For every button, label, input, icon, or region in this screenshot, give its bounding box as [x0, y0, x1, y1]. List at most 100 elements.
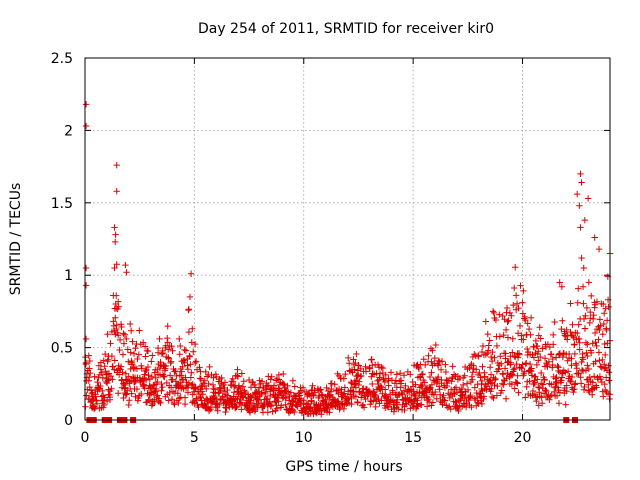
- data-point-905: [345, 360, 353, 367]
- data-point-1592: [555, 364, 562, 371]
- data-point-1434: [510, 301, 517, 309]
- data-point-1790: [186, 293, 194, 301]
- y-axis-label: SRMTID / TECUs: [8, 183, 24, 296]
- data-point-377: [190, 348, 197, 355]
- data-point-1640: [568, 373, 576, 381]
- data-point-1587: [553, 392, 561, 400]
- data-point-316: [172, 367, 179, 375]
- data-point-703: [284, 390, 292, 398]
- data-point-375: [189, 380, 196, 388]
- data-point-286: [162, 362, 170, 370]
- data-point-1569: [548, 391, 555, 399]
- data-point-536: [235, 382, 243, 389]
- data-point-1644: [570, 388, 577, 396]
- data-point-270: [158, 387, 165, 394]
- data-point-192: [136, 327, 143, 334]
- data-point-82: [105, 386, 112, 393]
- data-point-475: [218, 374, 225, 382]
- data-point-73: [103, 379, 111, 387]
- data-point-1273: [460, 381, 467, 389]
- data-point-1561: [545, 358, 553, 365]
- data-point-127: [117, 363, 125, 370]
- data-point-1499: [528, 365, 535, 372]
- data-point-1630: [565, 350, 573, 358]
- data-point-1520: [533, 361, 541, 369]
- data-point-572: [245, 376, 253, 384]
- data-point-607: [255, 393, 263, 400]
- data-point-200: [138, 390, 145, 398]
- axis-ticks: [84, 57, 610, 421]
- data-point-1764: [603, 317, 611, 324]
- data-point-1483: [524, 320, 531, 327]
- data-point-723: [291, 408, 298, 416]
- data-point-1523: [534, 342, 541, 350]
- data-point-1792: [578, 179, 585, 186]
- data-point-1163: [423, 403, 431, 410]
- data-point-132: [119, 369, 126, 376]
- data-point-485: [221, 379, 229, 386]
- data-point-370: [188, 369, 195, 376]
- data-point-957: [360, 404, 368, 411]
- data-point-1747: [599, 331, 606, 338]
- data-point-221: [144, 363, 152, 371]
- data-point-201: [138, 365, 145, 372]
- data-point-1399: [500, 331, 507, 339]
- data-point-1777: [82, 122, 90, 130]
- data-point-1134: [415, 365, 423, 373]
- data-point-1802: [580, 264, 587, 272]
- data-point-1438: [511, 365, 518, 372]
- data-point-1054: [391, 380, 399, 387]
- data-point-1518: [533, 397, 540, 405]
- data-point-53: [97, 366, 105, 373]
- data-point-307: [168, 396, 176, 403]
- data-point-1577: [551, 318, 558, 326]
- data-point-396: [196, 364, 203, 371]
- data-point-1464: [519, 299, 526, 306]
- data-point-656: [270, 382, 278, 389]
- data-point-1251: [452, 384, 460, 391]
- data-point-1425: [507, 359, 515, 366]
- data-point-672: [275, 398, 282, 405]
- data-point-725: [291, 383, 298, 390]
- data-point-1534: [537, 353, 544, 361]
- y-tick-label-2: 1: [64, 268, 73, 284]
- y-tick-label-1: 0.5: [51, 341, 73, 357]
- data-point-943: [356, 378, 363, 385]
- data-point-13: [86, 365, 93, 372]
- data-point-712: [287, 389, 295, 396]
- y-tick-label-3: 1.5: [51, 196, 73, 212]
- data-point-148: [123, 376, 130, 383]
- data-point-123: [116, 346, 123, 354]
- data-point-136: [120, 330, 127, 337]
- data-point-1404: [501, 365, 509, 372]
- data-point-1151: [420, 356, 427, 363]
- data-point-1698: [585, 365, 593, 373]
- data-point-78: [104, 377, 112, 384]
- data-point-1667: [576, 346, 583, 353]
- data-point-280: [161, 373, 168, 381]
- data-point-1573: [550, 341, 557, 348]
- data-point-1685: [582, 312, 589, 319]
- data-point-1716: [590, 311, 597, 319]
- data-point-155: [125, 373, 132, 380]
- data-point-1174: [426, 373, 434, 381]
- data-point-110: [113, 321, 120, 329]
- data-point-1063: [393, 371, 401, 378]
- data-point-1381: [493, 392, 501, 399]
- data-point-14: [86, 374, 93, 381]
- data-point-360: [184, 366, 192, 373]
- data-point-74: [103, 397, 111, 405]
- data-point-1761: [602, 374, 610, 381]
- data-point-95: [109, 376, 116, 383]
- data-point-1220: [441, 397, 449, 404]
- data-point-1431: [509, 349, 516, 356]
- data-point-1734: [595, 349, 603, 356]
- data-point-137: [120, 340, 128, 347]
- data-point-233: [148, 358, 155, 365]
- data-point-17: [86, 383, 93, 391]
- data-point-1378: [492, 316, 500, 324]
- data-point-1669: [577, 373, 584, 381]
- data-point-1736: [596, 326, 603, 334]
- data-point-324: [174, 390, 182, 397]
- data-point-459: [213, 373, 220, 381]
